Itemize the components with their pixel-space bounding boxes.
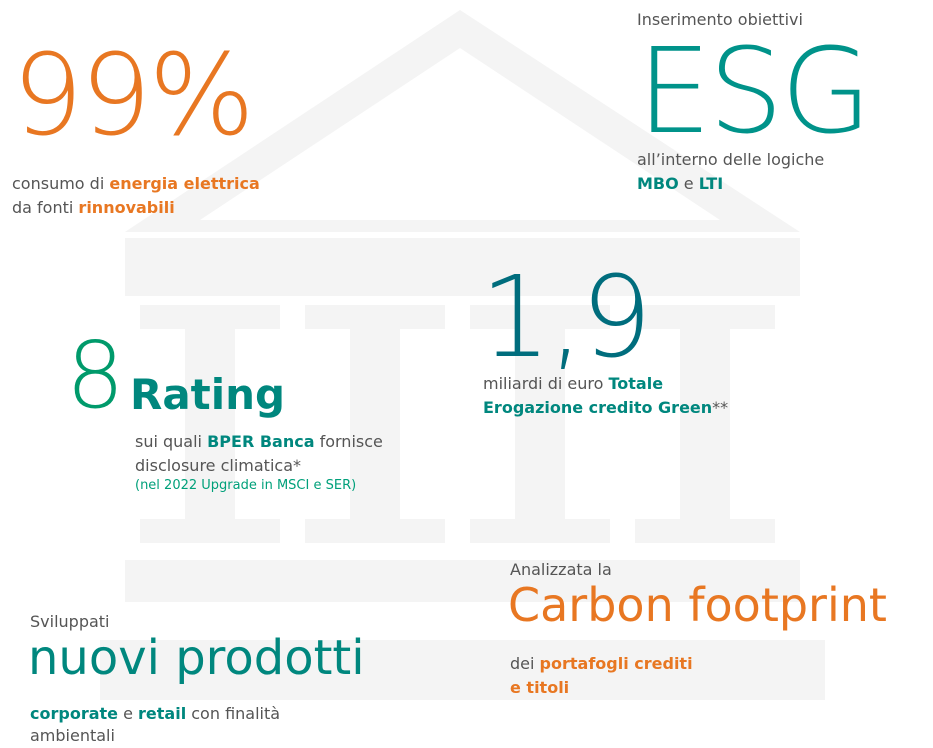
highlight: Totale [608, 374, 663, 393]
text-line: Erogazione credito Green** [483, 396, 728, 420]
text: ambientali [30, 726, 115, 745]
highlight: rinnovabili [78, 198, 174, 217]
text: dei [510, 654, 540, 673]
headline: Rating [130, 370, 285, 419]
text: e [118, 704, 138, 723]
text: da fonti [12, 198, 78, 217]
text-line: all’interno delle logiche [637, 148, 824, 172]
highlight: portafogli crediti [540, 654, 693, 673]
text-line: da fonti rinnovabili [12, 196, 175, 220]
figure: 8 [66, 330, 122, 422]
highlight: MBO [637, 174, 679, 193]
figure: 99% [12, 40, 252, 152]
highlight: Erogazione credito Green [483, 398, 712, 417]
figure: Carbon footprint [508, 582, 887, 628]
figure: ESG [637, 32, 869, 150]
page: 99% consumo di energia elettrica da font… [0, 0, 933, 747]
text: e [679, 174, 699, 193]
highlight: energia elettrica [109, 174, 259, 193]
highlight: LTI [699, 174, 723, 193]
highlight: BPER Banca [207, 432, 314, 451]
figure: nuovi prodotti [28, 634, 365, 682]
text-line: consumo di energia elettrica [12, 172, 260, 196]
text-line: ambientali [30, 724, 115, 748]
highlight: corporate [30, 704, 118, 723]
text-line: dei portafogli crediti [510, 652, 693, 676]
note: (nel 2022 Upgrade in MSCI e SER) [135, 478, 356, 493]
text-line: corporate e retail con finalità [30, 702, 280, 726]
text-line: disclosure climatica* [135, 454, 301, 478]
text: sui quali [135, 432, 207, 451]
text-line: MBO e LTI [637, 172, 723, 196]
text: disclosure climatica* [135, 456, 301, 475]
text: fornisce [315, 432, 383, 451]
figure: 1,9 [480, 262, 649, 374]
text-line: sui quali BPER Banca fornisce [135, 430, 383, 454]
text: consumo di [12, 174, 109, 193]
highlight: retail [138, 704, 186, 723]
text: all’interno delle logiche [637, 150, 824, 169]
highlight: e titoli [510, 678, 569, 697]
text: ** [712, 398, 728, 417]
text: con finalità [186, 704, 280, 723]
text: miliardi di euro [483, 374, 608, 393]
text-line: miliardi di euro Totale [483, 372, 663, 396]
text-line: e titoli [510, 676, 569, 700]
